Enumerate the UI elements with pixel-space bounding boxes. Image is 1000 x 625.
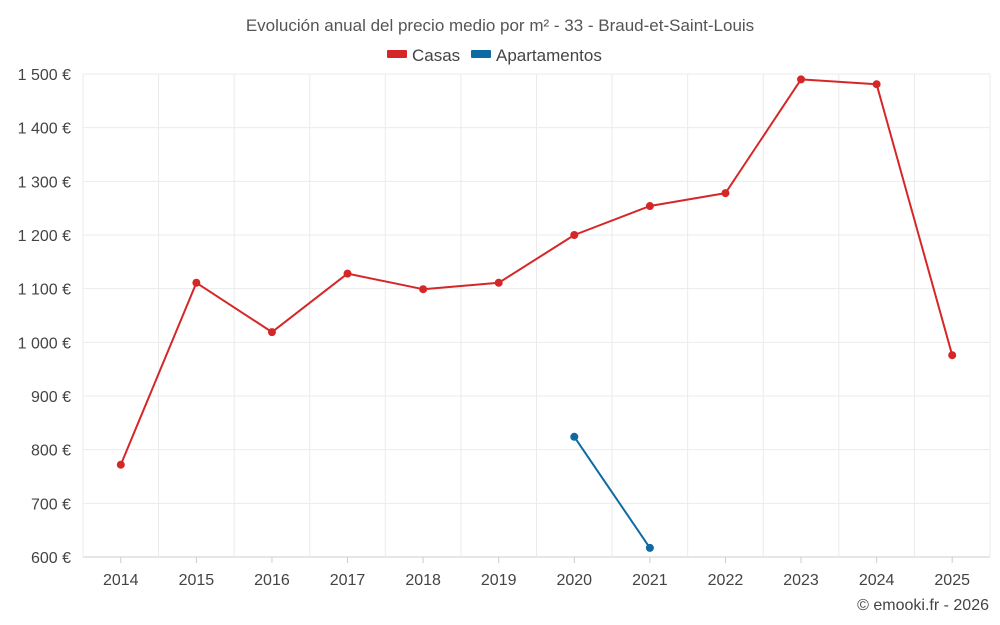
data-point-casas-2023[interactable]: [797, 75, 806, 84]
y-axis: 600 € 700 € 800 € 900 € 1 000 € 1 100 € 1 200 …: [18, 67, 71, 567]
data-point-apartamentos-2020[interactable]: [570, 432, 579, 441]
data-point-casas-2014[interactable]: [116, 460, 125, 469]
chart-title: Evolución anual del precio medio por m² …: [246, 16, 754, 35]
legend-label-apartamentos: Apartamentos: [496, 46, 602, 65]
data-point-casas-2025[interactable]: [948, 351, 957, 360]
y-tick-label: 900 €: [31, 389, 71, 406]
grid: [82, 73, 991, 558]
x-tick-label: 2020: [556, 572, 592, 589]
legend: Casas Apartamentos: [387, 46, 602, 65]
x-tick-label: 2025: [934, 572, 970, 589]
x-tick-label: 2019: [481, 572, 517, 589]
x-axis: 2014 2015 2016 2017 2018 2019 2020 2021 2022 2023…: [103, 557, 970, 589]
data-point-casas-2018[interactable]: [419, 285, 428, 294]
data-point-casas-2019[interactable]: [494, 278, 503, 287]
data-point-casas-2020[interactable]: [570, 231, 579, 239]
x-tick-label: 2022: [708, 572, 744, 589]
y-tick-label: 1 300 €: [18, 174, 71, 191]
data-point-casas-2021[interactable]: [645, 202, 654, 211]
x-tick-label: 2023: [783, 572, 819, 589]
data-point-apartamentos-2021[interactable]: [645, 543, 654, 552]
y-tick-label: 800 €: [31, 443, 71, 460]
x-tick-label: 2015: [179, 572, 215, 589]
x-tick-label: 2014: [103, 572, 139, 589]
data-point-casas-2022[interactable]: [721, 189, 730, 198]
series-line-apartamentos: [573, 436, 651, 549]
y-tick-label: 1 400 €: [18, 121, 71, 138]
y-tick-label: 1 100 €: [18, 282, 71, 299]
legend-item-apartamentos[interactable]: Apartamentos: [471, 46, 602, 65]
series-line-casas: [119, 78, 954, 466]
legend-item-casas[interactable]: Casas: [387, 46, 460, 65]
y-tick-label: 1 000 €: [18, 335, 71, 352]
y-tick-label: 600 €: [31, 550, 71, 567]
legend-swatch-apartamentos: [471, 50, 491, 58]
x-tick-label: 2018: [405, 572, 441, 589]
x-tick-label: 2021: [632, 572, 668, 589]
y-tick-label: 1 200 €: [18, 228, 71, 245]
x-tick-label: 2016: [254, 572, 290, 589]
series: [116, 75, 957, 552]
credit-text: © emooki.fr - 2026: [857, 597, 989, 614]
data-point-casas-2016[interactable]: [267, 328, 276, 337]
legend-swatch-casas: [387, 50, 407, 58]
x-tick-label: 2017: [330, 572, 366, 589]
data-point-casas-2015[interactable]: [192, 278, 201, 287]
legend-label-casas: Casas: [412, 46, 460, 65]
y-tick-label: 1 500 €: [18, 67, 71, 84]
x-tick-label: 2024: [859, 572, 895, 589]
data-point-casas-2024[interactable]: [872, 80, 881, 89]
series-casas: [116, 75, 957, 469]
series-apartamentos: [570, 432, 654, 552]
data-point-casas-2017[interactable]: [343, 269, 352, 278]
y-tick-label: 700 €: [31, 496, 71, 513]
